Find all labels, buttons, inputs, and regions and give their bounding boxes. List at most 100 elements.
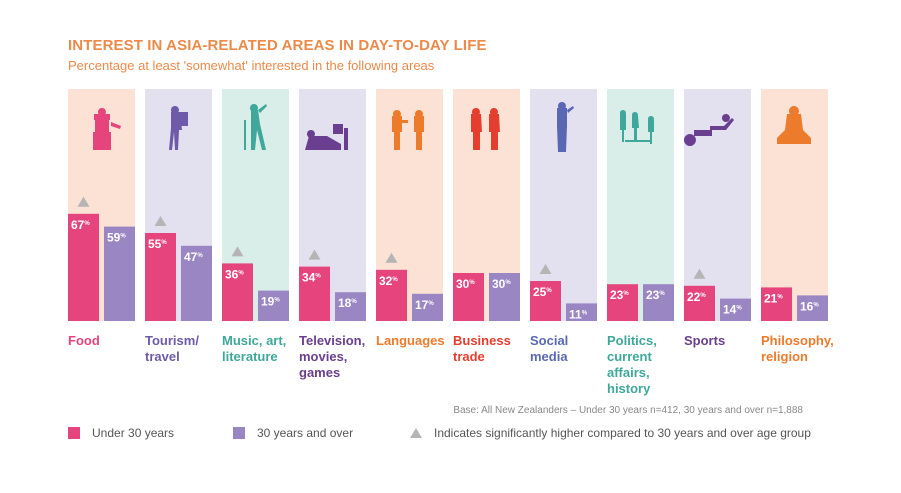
category-group: 55% 47% Tourism/travel	[145, 89, 212, 364]
legend-30-and-over: 30 years and over	[233, 426, 353, 440]
politics-icon	[619, 110, 654, 144]
bar-30-and-over	[104, 226, 135, 321]
category-panel	[607, 89, 674, 321]
significance-triangle-icon	[231, 246, 244, 257]
bar-under-30	[145, 233, 176, 321]
category-label: Sports	[684, 333, 725, 348]
athlete-icon	[683, 114, 734, 146]
bar-30-and-over	[489, 273, 520, 321]
data-label-30-and-over: 14%	[723, 303, 742, 317]
significance-triangle-icon	[77, 196, 90, 207]
bar-30-and-over	[566, 303, 597, 321]
category-label: Business	[453, 333, 511, 348]
data-label-under-30: 25%	[533, 285, 552, 299]
bar-30-and-over	[643, 284, 674, 321]
chart-title: INTEREST IN ASIA-RELATED AREAS IN DAY-TO…	[68, 37, 487, 54]
significance-triangle-icon	[693, 268, 706, 279]
category-label: Music, art,	[222, 333, 286, 348]
legend-label-significance: Indicates significantly higher compared …	[434, 426, 811, 440]
chart-subtitle: Percentage at least 'somewhat' intereste…	[68, 58, 435, 73]
category-label: Politics,	[607, 333, 657, 348]
phone-user-icon	[557, 102, 574, 152]
gamer-icon	[305, 124, 348, 150]
category-group: 22% 14% Sports	[683, 89, 751, 348]
category-label: games	[299, 365, 340, 380]
legend-under-30: Under 30 years	[68, 426, 174, 440]
business-people-icon	[471, 108, 500, 150]
data-label-30-and-over: 23%	[646, 288, 665, 302]
data-label-under-30: 21%	[764, 291, 783, 305]
category-label: travel	[145, 349, 180, 364]
significance-triangle-icon	[385, 252, 398, 263]
data-label-30-and-over: 59%	[107, 231, 126, 245]
category-label: Tourism/	[145, 333, 199, 348]
data-label-30-and-over: 17%	[415, 298, 434, 312]
bar-under-30	[530, 281, 561, 321]
category-label: Philosophy,	[761, 333, 834, 348]
category-label: Social	[530, 333, 568, 348]
data-label-under-30: 32%	[379, 274, 398, 288]
legend-swatch-under-30	[68, 427, 80, 439]
bar-30-and-over	[335, 292, 366, 321]
legend-label-under-30: Under 30 years	[92, 426, 175, 440]
category-label: affairs,	[607, 365, 650, 380]
bar-under-30	[761, 287, 792, 321]
data-label-30-and-over: 11%	[569, 307, 588, 321]
data-label-under-30: 34%	[302, 271, 321, 285]
data-label-30-and-over: 16%	[800, 299, 819, 313]
bar-30-and-over	[412, 293, 443, 321]
meditation-icon	[777, 106, 811, 144]
data-label-30-and-over: 30%	[492, 277, 511, 291]
category-group: 36% 19% Music, art,literature	[222, 89, 289, 364]
category-label: literature	[222, 349, 278, 364]
bar-30-and-over	[797, 295, 828, 321]
bar-under-30	[68, 213, 99, 321]
significance-triangle-icon	[154, 216, 167, 226]
data-label-30-and-over: 19%	[261, 295, 280, 309]
category-label: history	[607, 381, 651, 396]
data-label-under-30: 55%	[148, 237, 167, 251]
base-footnote: Base: All New Zealanders – Under 30 year…	[453, 405, 803, 416]
bar-30-and-over	[720, 298, 751, 321]
category-group: 34% 18% Television,movies,games	[299, 89, 366, 380]
data-label-30-and-over: 47%	[184, 250, 203, 264]
singer-icon	[244, 104, 267, 150]
legend-swatch-30-and-over	[233, 427, 245, 439]
chef-icon	[93, 108, 121, 150]
bar-30-and-over	[181, 245, 212, 321]
data-label-30-and-over: 18%	[338, 296, 357, 310]
significance-triangle-icon	[410, 428, 422, 438]
category-group: 32% 17% Languages	[376, 89, 445, 348]
category-label: Food	[68, 333, 100, 348]
bar-30-and-over	[258, 290, 289, 321]
category-label: Languages	[376, 333, 445, 348]
conversation-icon	[392, 110, 424, 150]
bar-under-30	[684, 285, 715, 321]
bar-under-30	[376, 269, 407, 321]
data-label-under-30: 36%	[225, 267, 244, 281]
bar-under-30	[607, 284, 638, 321]
category-label: Television,	[299, 333, 365, 348]
category-label: trade	[453, 349, 485, 364]
category-label: religion	[761, 349, 808, 364]
bar-under-30	[453, 273, 484, 321]
data-label-under-30: 67%	[71, 218, 90, 232]
category-label: current	[607, 349, 652, 364]
bar-under-30	[299, 266, 330, 321]
backpacker-icon	[169, 106, 188, 150]
data-label-under-30: 30%	[456, 277, 475, 291]
category-label: media	[530, 349, 568, 364]
data-label-under-30: 23%	[610, 288, 629, 302]
bar-under-30	[222, 263, 253, 321]
significance-triangle-icon	[308, 249, 321, 260]
legend-label-30-and-over: 30 years and over	[257, 426, 354, 440]
category-group: 21% 16% Philosophy,religion	[761, 89, 834, 364]
category-group: 67% 59% Food	[68, 89, 135, 348]
legend-significance: Indicates significantly higher compared …	[410, 426, 811, 440]
category-label: movies,	[299, 349, 347, 364]
significance-triangle-icon	[539, 264, 552, 274]
